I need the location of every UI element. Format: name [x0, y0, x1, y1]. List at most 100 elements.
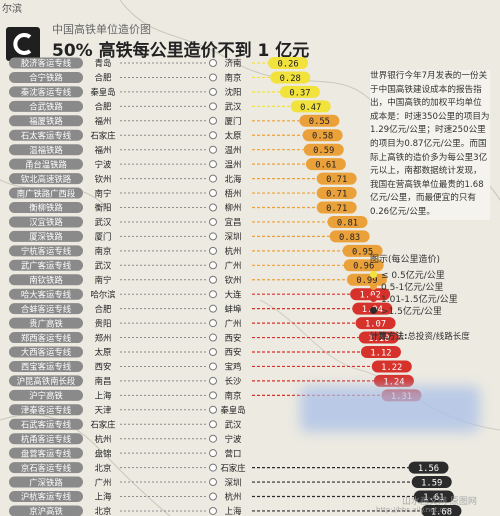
value-bar — [303, 143, 344, 156]
line-name-label: 合宁铁路 — [29, 73, 63, 83]
chart-row: 合武铁路 合肥 武汉 0.47 — [9, 100, 331, 113]
line-name-pill — [9, 389, 83, 401]
line-name-pill — [9, 418, 83, 430]
line-name-pill — [9, 505, 83, 516]
value-label: 0.71 — [326, 175, 347, 185]
city-dot — [209, 333, 217, 342]
to-city-label: 温州 — [225, 145, 242, 155]
legend-label: 1.01-1.5亿元/公里 — [381, 294, 458, 305]
line-name-label: 宁杭客运专线 — [21, 246, 72, 256]
chart-row: 武广客运专线 武汉 广州 0.96 — [9, 259, 384, 272]
city-dot — [209, 59, 217, 67]
city-dot — [209, 420, 217, 429]
line-name-label: 石太客运专线 — [21, 130, 72, 140]
to-city-label: 南京 — [225, 73, 242, 83]
value-bar — [279, 85, 320, 98]
to-city-label: 西安 — [225, 333, 242, 343]
line-name-label: 杭甬客运专线 — [21, 434, 72, 444]
value-bar — [270, 71, 311, 84]
value-label: 0.37 — [289, 88, 310, 98]
from-city-label: 福州 — [95, 145, 112, 155]
from-city-label: 钦州 — [95, 174, 112, 184]
city-dot — [209, 102, 217, 111]
chart-row: 衡柳铁路 衡阳 柳州 0.71 — [9, 201, 357, 214]
legend-title: 图示(每公里造价) — [370, 255, 441, 265]
chart-row: 哈大客运专线哈尔滨大连1.02 — [9, 288, 391, 301]
from-city-label: 南宁 — [95, 188, 112, 198]
chart-subtitle: 中国高铁单位造价图 — [52, 23, 151, 36]
value-label: 1.10 — [368, 334, 389, 344]
line-name-pill — [9, 187, 83, 199]
line-name-pill — [9, 71, 83, 83]
from-city-label: 广州 — [95, 477, 112, 487]
legend-dot-icon — [370, 306, 377, 314]
city-dot — [209, 131, 217, 140]
legend-dot-icon — [370, 294, 377, 302]
line-name-label: 沪杭客运专线 — [21, 492, 72, 502]
from-city-label: 武汉 — [95, 261, 112, 271]
chart-row: 郑西客运专线 郑州 西安 1.10 — [9, 331, 399, 344]
to-city-label: 北海 — [225, 174, 242, 184]
corner-text: 尔滨 — [2, 4, 22, 15]
chart-row: 甬台温铁路 宁波 温州 0.61 — [9, 158, 346, 171]
line-name-label: 汉宜铁路 — [29, 217, 63, 227]
from-city-label: 太原 — [95, 347, 112, 357]
from-city-label: 南京 — [95, 246, 112, 256]
line-name-pill — [9, 100, 83, 112]
legend-label: >1.5亿元/公里 — [381, 306, 442, 317]
from-city-label: 西安 — [95, 362, 112, 372]
chart-row: 贵广高铁 贵阳 广州 1.07 — [9, 317, 396, 330]
from-city-label: 武汉 — [95, 217, 112, 227]
line-name-pill — [9, 332, 83, 344]
value-label: 1.24 — [383, 377, 404, 387]
from-city-label: 宁波 — [95, 159, 112, 169]
to-city-label: 宜昌 — [225, 217, 242, 227]
chart-row: 京沪高铁 北京 上海 1.68 — [9, 504, 462, 516]
line-name-label: 西宝客运专线 — [21, 362, 72, 372]
to-city-label: 宁波 — [225, 434, 242, 444]
chart-row: 石武客运专线 石家庄 武汉 — [9, 418, 242, 430]
to-city-label: 太原 — [225, 130, 242, 140]
line-name-label: 广深铁路 — [29, 477, 63, 487]
to-city-label: 营口 — [225, 448, 242, 458]
from-city-label: 贵阳 — [95, 318, 112, 328]
chart-row: 京石客运专线 北京 石家庄 1.56 — [9, 461, 449, 474]
to-city-label: 蚌埠 — [225, 304, 242, 314]
value-label: 0.83 — [339, 233, 360, 243]
value-label: 1.68 — [431, 507, 452, 516]
chart-row: 秦沈客运专线 秦皇岛 沈阳 0.37 — [9, 85, 320, 98]
city-dot — [209, 116, 217, 125]
line-name-pill — [9, 346, 83, 358]
chart-row: 合宁铁路 合肥 南京 0.28 — [9, 71, 311, 84]
city-dot — [209, 319, 217, 328]
to-city-label: 南京 — [225, 391, 242, 401]
method-formula: 总投资/线路长度 — [407, 332, 470, 342]
city-dot — [209, 362, 217, 371]
line-name-label: 沪宁高铁 — [29, 391, 63, 401]
chart-row: 南广铁路广西段 南宁 梧州 0.71 — [9, 187, 357, 199]
chart-row: 钦北高速铁路 钦州 北海 0.71 — [9, 172, 357, 185]
logo-icon — [6, 27, 40, 61]
to-city-label: 武汉 — [225, 102, 242, 112]
chart-row: 宁杭客运专线 南京 杭州 0.95 — [9, 244, 383, 257]
value-bar — [290, 100, 331, 113]
chart-row: 南钦铁路 南宁 钦州 0.99 — [9, 273, 387, 286]
from-city-label: 合肥 — [95, 304, 112, 314]
city-dot — [209, 478, 217, 487]
line-name-pill — [9, 173, 83, 185]
value-label: 1.12 — [370, 348, 391, 358]
line-name-pill — [9, 274, 83, 286]
to-city-label: 柳州 — [225, 203, 242, 213]
city-dot — [209, 434, 217, 443]
value-bar — [329, 230, 370, 243]
from-city-label: 青岛 — [95, 58, 112, 68]
line-name-pill — [9, 476, 83, 488]
city-dot — [209, 160, 217, 169]
from-city-label: 天津 — [95, 405, 112, 415]
to-city-label: 钦州 — [225, 275, 242, 285]
value-label: 0.99 — [356, 276, 377, 286]
line-name-label: 盘营客运专线 — [21, 448, 72, 458]
from-city-label: 郑州 — [95, 333, 112, 343]
